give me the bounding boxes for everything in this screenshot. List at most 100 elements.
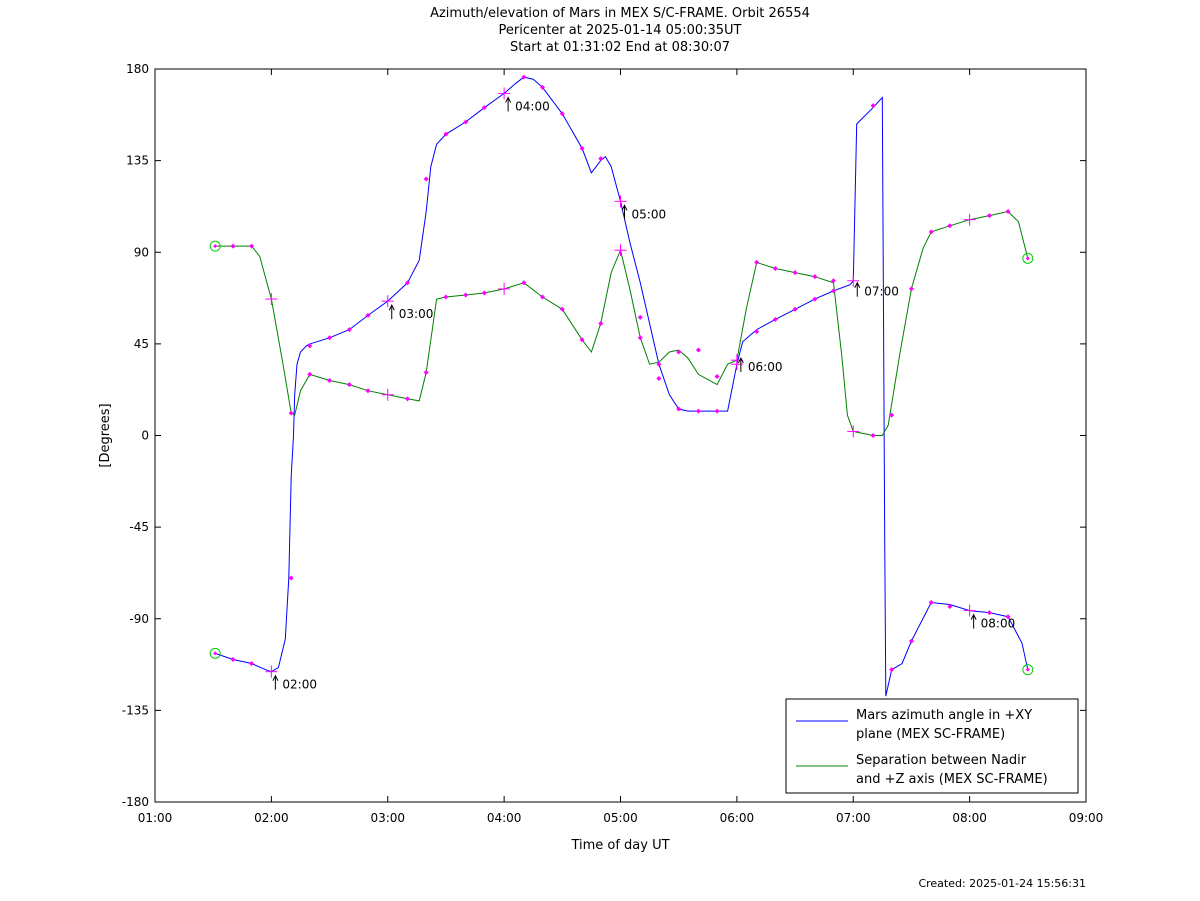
y-axis-label: [Degrees] [98,403,113,467]
data-point-marker [346,327,352,333]
y-tick-label: -90 [129,612,149,626]
data-point-marker [230,243,236,249]
data-point-marker [230,656,236,662]
end-point-circle [1022,252,1034,264]
data-point-marker [676,406,682,412]
data-point-marker [656,375,662,381]
data-point-marker [249,661,255,667]
data-point-marker [637,314,643,320]
hour-annotation-arrowhead [970,613,977,620]
azimuth-series-line [215,76,1029,697]
data-point-marker [213,651,218,656]
plot-area-border [154,68,1087,803]
x-tick-label: 07:00 [836,811,871,825]
data-point-marker [889,412,895,418]
y-tick-label: -180 [122,795,149,809]
hour-annotation-label: 07:00 [864,285,899,299]
legend-box [785,698,1079,794]
data-point-marker [986,213,992,219]
data-point-marker [579,145,585,151]
data-point-marker [327,378,333,384]
x-tick-label: 09:00 [1069,811,1104,825]
data-point-marker [754,329,760,335]
data-point-marker [772,266,778,272]
data-point-marker [249,243,255,249]
data-point-marker [637,335,643,341]
data-point-marker [405,396,411,402]
data-point-marker [676,349,682,355]
data-point-marker [656,361,662,367]
data-point-marker [521,280,527,286]
legend-label: Mars azimuth angle in +XY [856,708,1032,723]
data-point-marker [365,388,371,394]
data-point-marker [579,337,585,343]
axes: 01:00 02:00 03:00 04:00 05:00 06:00 07:00 08:00… [98,62,1103,853]
data-point-marker [714,373,720,379]
data-point-marker [365,312,371,318]
data-point-marker [792,270,798,276]
x-tick-label: 08:00 [952,811,987,825]
data-point-marker [307,343,313,349]
data-point-marker [812,296,818,302]
start-point-circle [209,647,221,659]
hour-annotation-label: 06:00 [748,360,783,374]
data-point-marker [1005,209,1011,215]
x-tick-label: 01:00 [138,811,173,825]
data-point-marker [288,410,294,416]
data-point-marker [327,335,333,341]
y-tick-label: 45 [134,337,149,351]
data-point-marker [870,433,876,438]
data-point-marker [443,294,449,300]
hour-annotation-label: 08:00 [981,617,1016,631]
data-point-marker [540,294,546,300]
start-point-circle [209,240,221,252]
data-point-marker [889,667,895,673]
y-tick-label: 135 [126,154,149,168]
data-point-marker [1025,667,1030,672]
hour-annotation-arrowhead [854,281,861,288]
hour-annotations: 02:00 03:00 04:00 05:00 06:00 07:00 08:00 [272,96,1016,692]
data-point-marker [1025,256,1030,261]
data-point-marker [772,316,778,322]
data-point-marker [908,286,914,292]
y-tick-label: 90 [134,245,149,259]
hour-annotation-label: 05:00 [632,207,667,221]
data-point-marker [870,103,876,109]
data-point-marker [481,105,487,111]
data-point-marker [947,223,953,229]
data-point-marker [947,604,953,610]
data-point-marker [754,259,760,265]
data-point-marker [481,290,487,296]
end-point-circle [1022,664,1034,676]
data-point-marker [521,74,527,80]
y-tick-label: 180 [126,62,149,76]
hour-annotation-arrowhead [505,96,512,103]
data-point-marker [213,244,218,249]
y-tick-label: 0 [141,429,149,443]
legend-label: plane (MEX SC-FRAME) [856,727,1005,742]
data-point-marker [714,408,720,414]
data-point-marker [598,156,604,162]
legend-label: Separation between Nadir [856,753,1027,768]
data-point-marker [463,119,469,125]
data-point-marker [443,131,449,137]
x-tick-label: 04:00 [487,811,522,825]
data-point-marker [598,321,604,327]
data-point-marker [423,369,429,375]
hour-annotation-label: 02:00 [282,678,317,692]
created-timestamp: Created: 2025-01-24 15:56:31 [918,877,1086,890]
data-point-marker [928,599,934,605]
x-axis-label: Time of day UT [570,838,669,853]
data-point-marker [540,84,546,90]
plot-frame [154,68,1087,803]
legend: Mars azimuth angle in +XY plane (MEX SC-F… [785,698,1079,794]
data-point-marker [792,306,798,312]
data-point-marker [812,274,818,280]
data-point-marker [830,288,836,294]
data-point-marker [986,610,992,616]
data-point-marker [559,306,565,312]
data-point-marker [1005,614,1011,620]
data-point-marker [695,347,701,353]
hour-annotation-label: 04:00 [515,99,550,113]
